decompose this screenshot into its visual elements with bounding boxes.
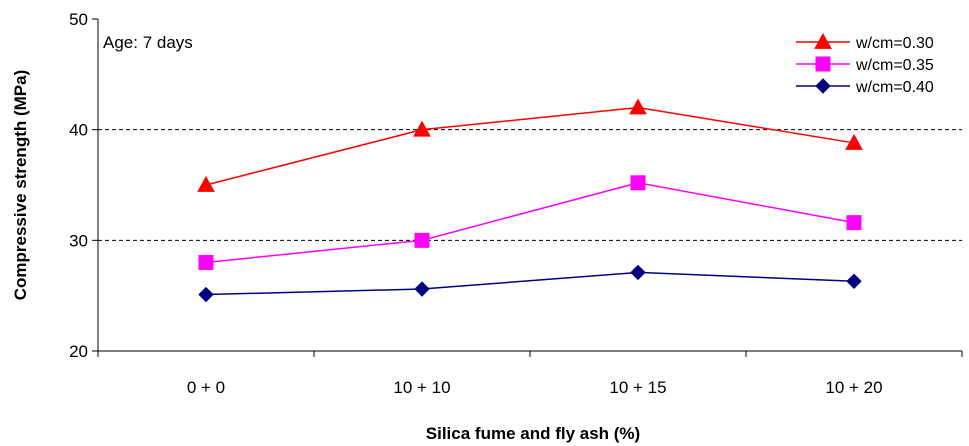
legend-entry: w/cm=0.40 — [796, 78, 934, 96]
y-tick-label: 40 — [69, 121, 88, 140]
series-line — [205, 271, 855, 296]
x-tick-label: 10 + 15 — [609, 378, 666, 397]
legend-marker — [815, 78, 831, 94]
x-axis-title: Silica fume and fly ash (%) — [426, 424, 640, 443]
data-point — [413, 120, 431, 137]
data-point — [414, 281, 430, 297]
data-point — [198, 254, 214, 270]
annotation-age: Age: 7 days — [103, 33, 193, 52]
x-tick-label: 10 + 10 — [393, 378, 450, 397]
legend-label: w/cm=0.30 — [855, 35, 934, 52]
x-tick-label: 10 + 20 — [825, 378, 882, 397]
series-3 — [198, 264, 862, 303]
grid-lines — [98, 129, 962, 241]
series-1 — [197, 98, 863, 192]
data-point — [414, 232, 430, 248]
legend-entry: w/cm=0.30 — [796, 32, 934, 52]
x-ticks: 0 + 0 10 + 10 10 + 15 10 + 20 — [97, 351, 963, 397]
series-line — [205, 106, 855, 186]
legend-label: w/cm=0.35 — [855, 57, 934, 74]
legend-entry: w/cm=0.35 — [796, 56, 934, 74]
series — [197, 98, 863, 303]
x-tick-label: 0 + 0 — [187, 378, 225, 397]
legend-marker — [815, 56, 831, 72]
series-2 — [198, 175, 862, 270]
axes — [97, 19, 962, 352]
data-point — [845, 133, 863, 150]
data-point — [198, 286, 214, 303]
y-tick-label: 30 — [69, 231, 88, 250]
data-point — [846, 273, 862, 289]
data-point — [629, 98, 647, 115]
data-point — [630, 175, 646, 191]
data-point — [630, 264, 646, 281]
legend-marker — [814, 32, 832, 49]
data-point — [846, 215, 862, 231]
legend-label: w/cm=0.40 — [855, 79, 934, 96]
y-tick-label: 50 — [69, 10, 88, 29]
series-line — [205, 182, 855, 264]
legend: w/cm=0.30 w/cm=0.35 w/cm=0.40 — [796, 32, 934, 96]
y-axis-title: Compressive strength (MPa) — [11, 70, 30, 301]
data-point — [197, 175, 215, 192]
y-ticks: 20 30 40 50 — [69, 10, 98, 361]
y-tick-label: 20 — [69, 342, 88, 361]
